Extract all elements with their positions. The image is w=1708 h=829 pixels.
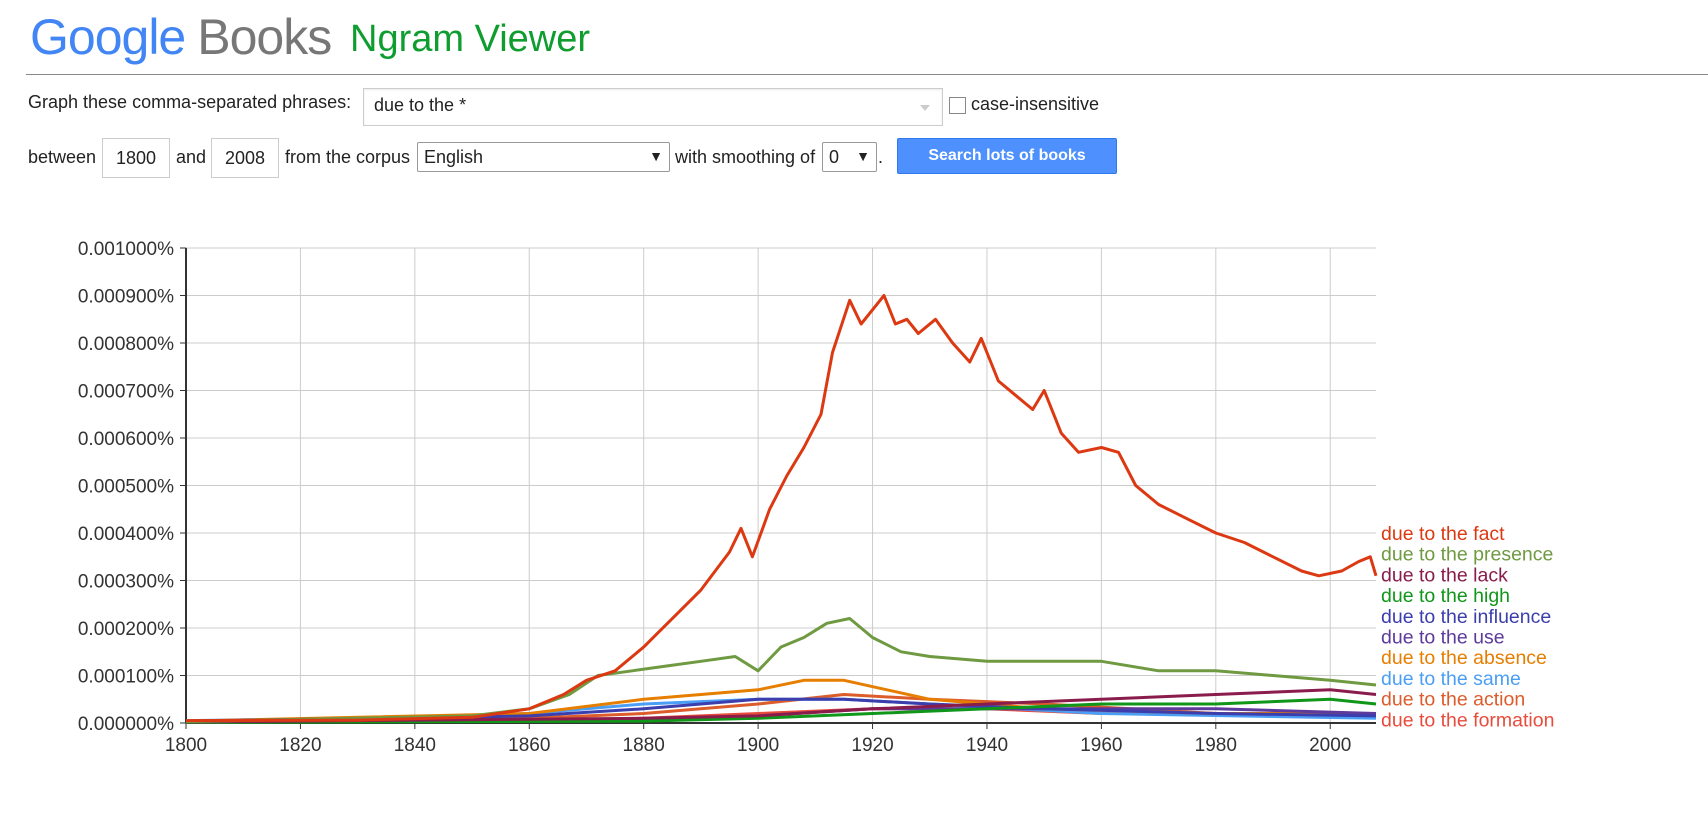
start-year-value: 1800 — [115, 148, 157, 168]
x-tick-label: 1840 — [394, 735, 436, 756]
x-tick-label: 1820 — [279, 735, 321, 756]
legend-label[interactable]: due to the same — [1381, 668, 1521, 690]
y-axis-ticks: 0.000000% 0.000100% 0.000200% 0.000300% 0.00… — [78, 239, 186, 735]
y-tick-label: 0.000300% — [78, 572, 174, 593]
series-line[interactable] — [185, 693, 1376, 724]
end-year-input[interactable]: 2008 — [211, 138, 279, 178]
dropdown-arrow-icon: ▼ — [856, 148, 870, 164]
y-tick-label: 0.000600% — [78, 429, 174, 450]
x-tick-label: 1980 — [1195, 735, 1237, 756]
phrase-row: Graph these comma-separated phrases: due… — [28, 88, 1428, 126]
x-tick-label: 2000 — [1309, 735, 1351, 756]
legend-label[interactable]: due to the formation — [1381, 709, 1554, 731]
header-divider — [26, 74, 1708, 75]
legend-label[interactable]: due to the presence — [1381, 544, 1553, 566]
legend-label[interactable]: due to the influence — [1381, 606, 1551, 628]
series-line[interactable] — [185, 697, 1377, 723]
x-tick-label: 1940 — [966, 735, 1008, 756]
legend-label[interactable]: due to the high — [1381, 585, 1510, 607]
series-line[interactable] — [185, 617, 1377, 724]
dropdown-arrow-icon: ▼ — [649, 148, 663, 164]
y-tick-label: 0.000000% — [78, 714, 174, 735]
product-title: Ngram Viewer — [350, 18, 591, 60]
phrase-input[interactable]: due to the * — [363, 88, 943, 126]
phrase-label: Graph these comma-separated phrases: — [28, 92, 352, 112]
google-logo-text: Google — [30, 9, 186, 65]
corpus-value: English — [424, 147, 484, 167]
smoothing-select[interactable]: 0 ▼ — [822, 142, 877, 172]
books-logo-text: Books — [197, 9, 332, 65]
y-tick-label: 0.000900% — [78, 287, 174, 308]
y-tick-label: 0.000700% — [78, 382, 174, 403]
range-row: between 1800 and 2008 from the corpus En… — [28, 138, 1428, 178]
x-tick-label: 1960 — [1080, 735, 1122, 756]
chevron-down-icon[interactable] — [920, 105, 930, 111]
y-tick-label: 0.001000% — [78, 239, 174, 260]
legend-label[interactable]: due to the use — [1381, 627, 1505, 649]
search-button-label: Search lots of books — [928, 147, 1086, 164]
legend-label[interactable]: due to the fact — [1381, 523, 1505, 545]
smoothing-label: with smoothing of — [675, 147, 816, 167]
case-insensitive-label: case-insensitive — [971, 94, 1100, 114]
chart-series — [185, 294, 1378, 724]
corpus-label: from the corpus — [285, 147, 411, 167]
x-tick-label: 1920 — [851, 735, 893, 756]
legend-label[interactable]: due to the absence — [1381, 647, 1547, 669]
end-year-value: 2008 — [224, 148, 266, 168]
smoothing-value: 0 — [829, 147, 840, 167]
x-tick-label: 1860 — [508, 735, 550, 756]
y-tick-label: 0.000500% — [78, 477, 174, 498]
x-axis-ticks: 1800 1820 1840 1860 1880 1900 1920 1940 1960 1980… — [165, 723, 1351, 756]
series-line[interactable] — [185, 294, 1378, 723]
and-label: and — [176, 147, 207, 167]
y-tick-label: 0.000200% — [78, 619, 174, 640]
header: Google Books Ngram Viewer — [30, 8, 1690, 72]
between-label: between — [28, 147, 97, 167]
corpus-select[interactable]: English ▼ — [417, 142, 670, 172]
search-button[interactable]: Search lots of books — [897, 138, 1117, 174]
x-tick-label: 1880 — [623, 735, 665, 756]
series-line[interactable] — [185, 688, 1377, 724]
phrase-input-value: due to the * — [374, 95, 467, 115]
x-tick-label: 1900 — [737, 735, 779, 756]
series-line[interactable] — [185, 697, 1377, 724]
y-tick-label: 0.000100% — [78, 667, 174, 688]
legend-label[interactable]: due to the action — [1381, 689, 1525, 711]
y-tick-label: 0.000400% — [78, 524, 174, 545]
start-year-input[interactable]: 1800 — [102, 138, 170, 178]
google-books-logo[interactable]: Google Books — [30, 8, 332, 66]
case-insensitive-checkbox[interactable] — [949, 97, 966, 114]
legend-label[interactable]: due to the lack — [1381, 564, 1508, 586]
x-tick-label: 1800 — [165, 735, 207, 756]
period-text: . — [878, 147, 884, 167]
y-tick-label: 0.000800% — [78, 334, 174, 355]
